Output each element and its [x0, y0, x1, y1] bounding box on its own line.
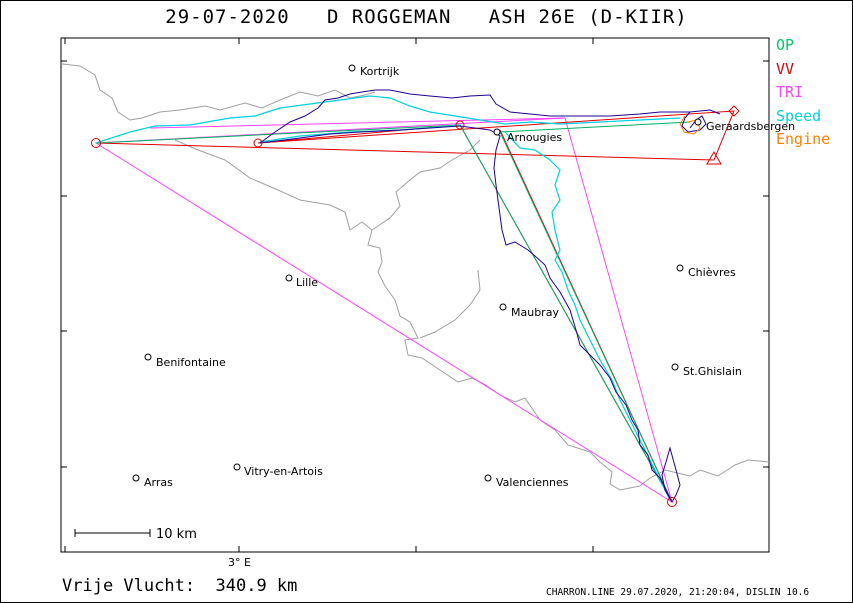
town-st-ghislain: St.Ghislain — [683, 365, 742, 378]
town-kortrijk: Kortrijk — [360, 65, 400, 78]
tri-lines — [94, 117, 673, 504]
legend-speed: Speed — [776, 106, 822, 125]
legend: OP VV TRI Speed Engine — [776, 34, 830, 152]
towns: Kortrijk Geraardsbergen Arnougies Chièvr… — [132, 64, 795, 489]
legend-engine: Engine — [776, 130, 831, 148]
town-benifontaine: Benifontaine — [156, 356, 226, 369]
legend-tri: TRI — [776, 83, 804, 101]
town-vitry-en-artois: Vitry-en-Artois — [244, 465, 323, 478]
distance-text: Vrije Vlucht: 340.9 km — [62, 576, 298, 596]
town-arnougies: Arnougies — [507, 131, 562, 144]
scale-label: 10 km — [156, 527, 197, 542]
op-lines — [95, 121, 691, 503]
axis-ticks — [61, 38, 769, 552]
town-lille: Lille — [296, 276, 318, 289]
flight-track — [259, 89, 721, 503]
map-frame — [60, 37, 770, 553]
scale-bar: 10 km — [74, 527, 197, 542]
legend-op: OP — [776, 36, 795, 54]
footer-text: CHARRON.LINE 29.07.2020, 21:20:04, DISLI… — [546, 587, 810, 598]
border-lines — [61, 63, 770, 491]
legend-vv: VV — [776, 59, 795, 78]
flight-title: 29-07-2020 D ROGGEMAN ASH 26E (D-KIIR) — [165, 6, 688, 28]
vv-lines — [95, 110, 735, 503]
town-geraardsbergen: Geraardsbergen — [706, 120, 795, 133]
longitude-label: 3° E — [228, 556, 251, 569]
town-chievres: Chièvres — [688, 266, 736, 279]
town-arras: Arras — [144, 476, 173, 489]
turnpoint-markers — [91, 105, 740, 507]
town-valenciennes: Valenciennes — [496, 476, 569, 489]
town-maubray: Maubray — [511, 306, 559, 319]
